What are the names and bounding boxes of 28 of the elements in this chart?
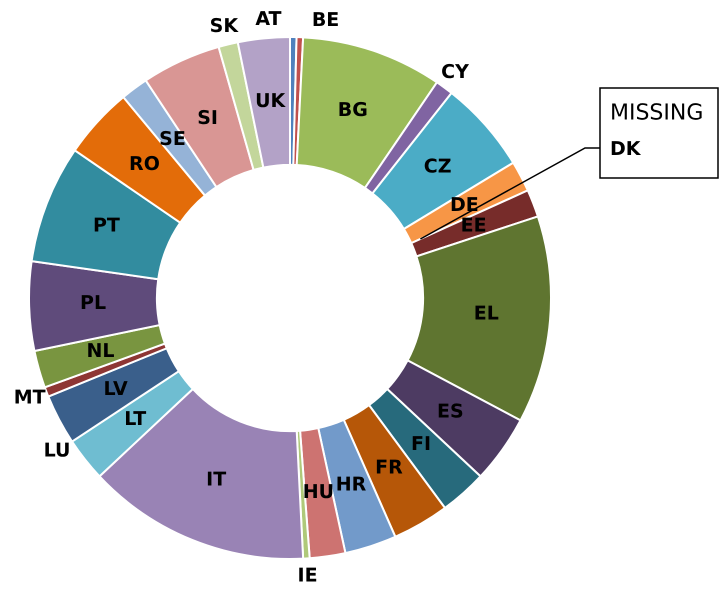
slice-label: PL [80, 292, 106, 314]
slice-label: HR [336, 473, 367, 496]
slice-label: AT [255, 8, 282, 30]
slice-label: BG [338, 99, 368, 122]
slice-label: RO [129, 153, 160, 176]
slice-label: SK [210, 14, 240, 37]
slice-label: IT [206, 468, 226, 491]
slice-label: SE [159, 128, 186, 150]
slice-label: IE [298, 564, 318, 586]
slice-label: EL [474, 302, 499, 325]
slice-label: LT [124, 408, 146, 430]
slice-label: DE [450, 194, 479, 216]
slice-label: CZ [424, 155, 452, 178]
slice-label: EE [460, 214, 487, 236]
slice-label: SI [197, 106, 218, 129]
slice-label: BE [312, 9, 340, 32]
slice-label: ES [437, 400, 464, 422]
slice-label: LV [104, 378, 128, 400]
category-label: LU [44, 439, 70, 462]
slice-label: UK [255, 90, 287, 112]
slice-label: CY [441, 60, 470, 83]
category-label: DK [610, 138, 640, 160]
slice-label: PT [92, 214, 120, 236]
slice-label: MT [14, 386, 46, 408]
slice-label: NL [86, 340, 114, 362]
slice-label: FR [375, 456, 404, 478]
text: MISSING [610, 100, 704, 126]
slice-label: FI [410, 433, 432, 456]
